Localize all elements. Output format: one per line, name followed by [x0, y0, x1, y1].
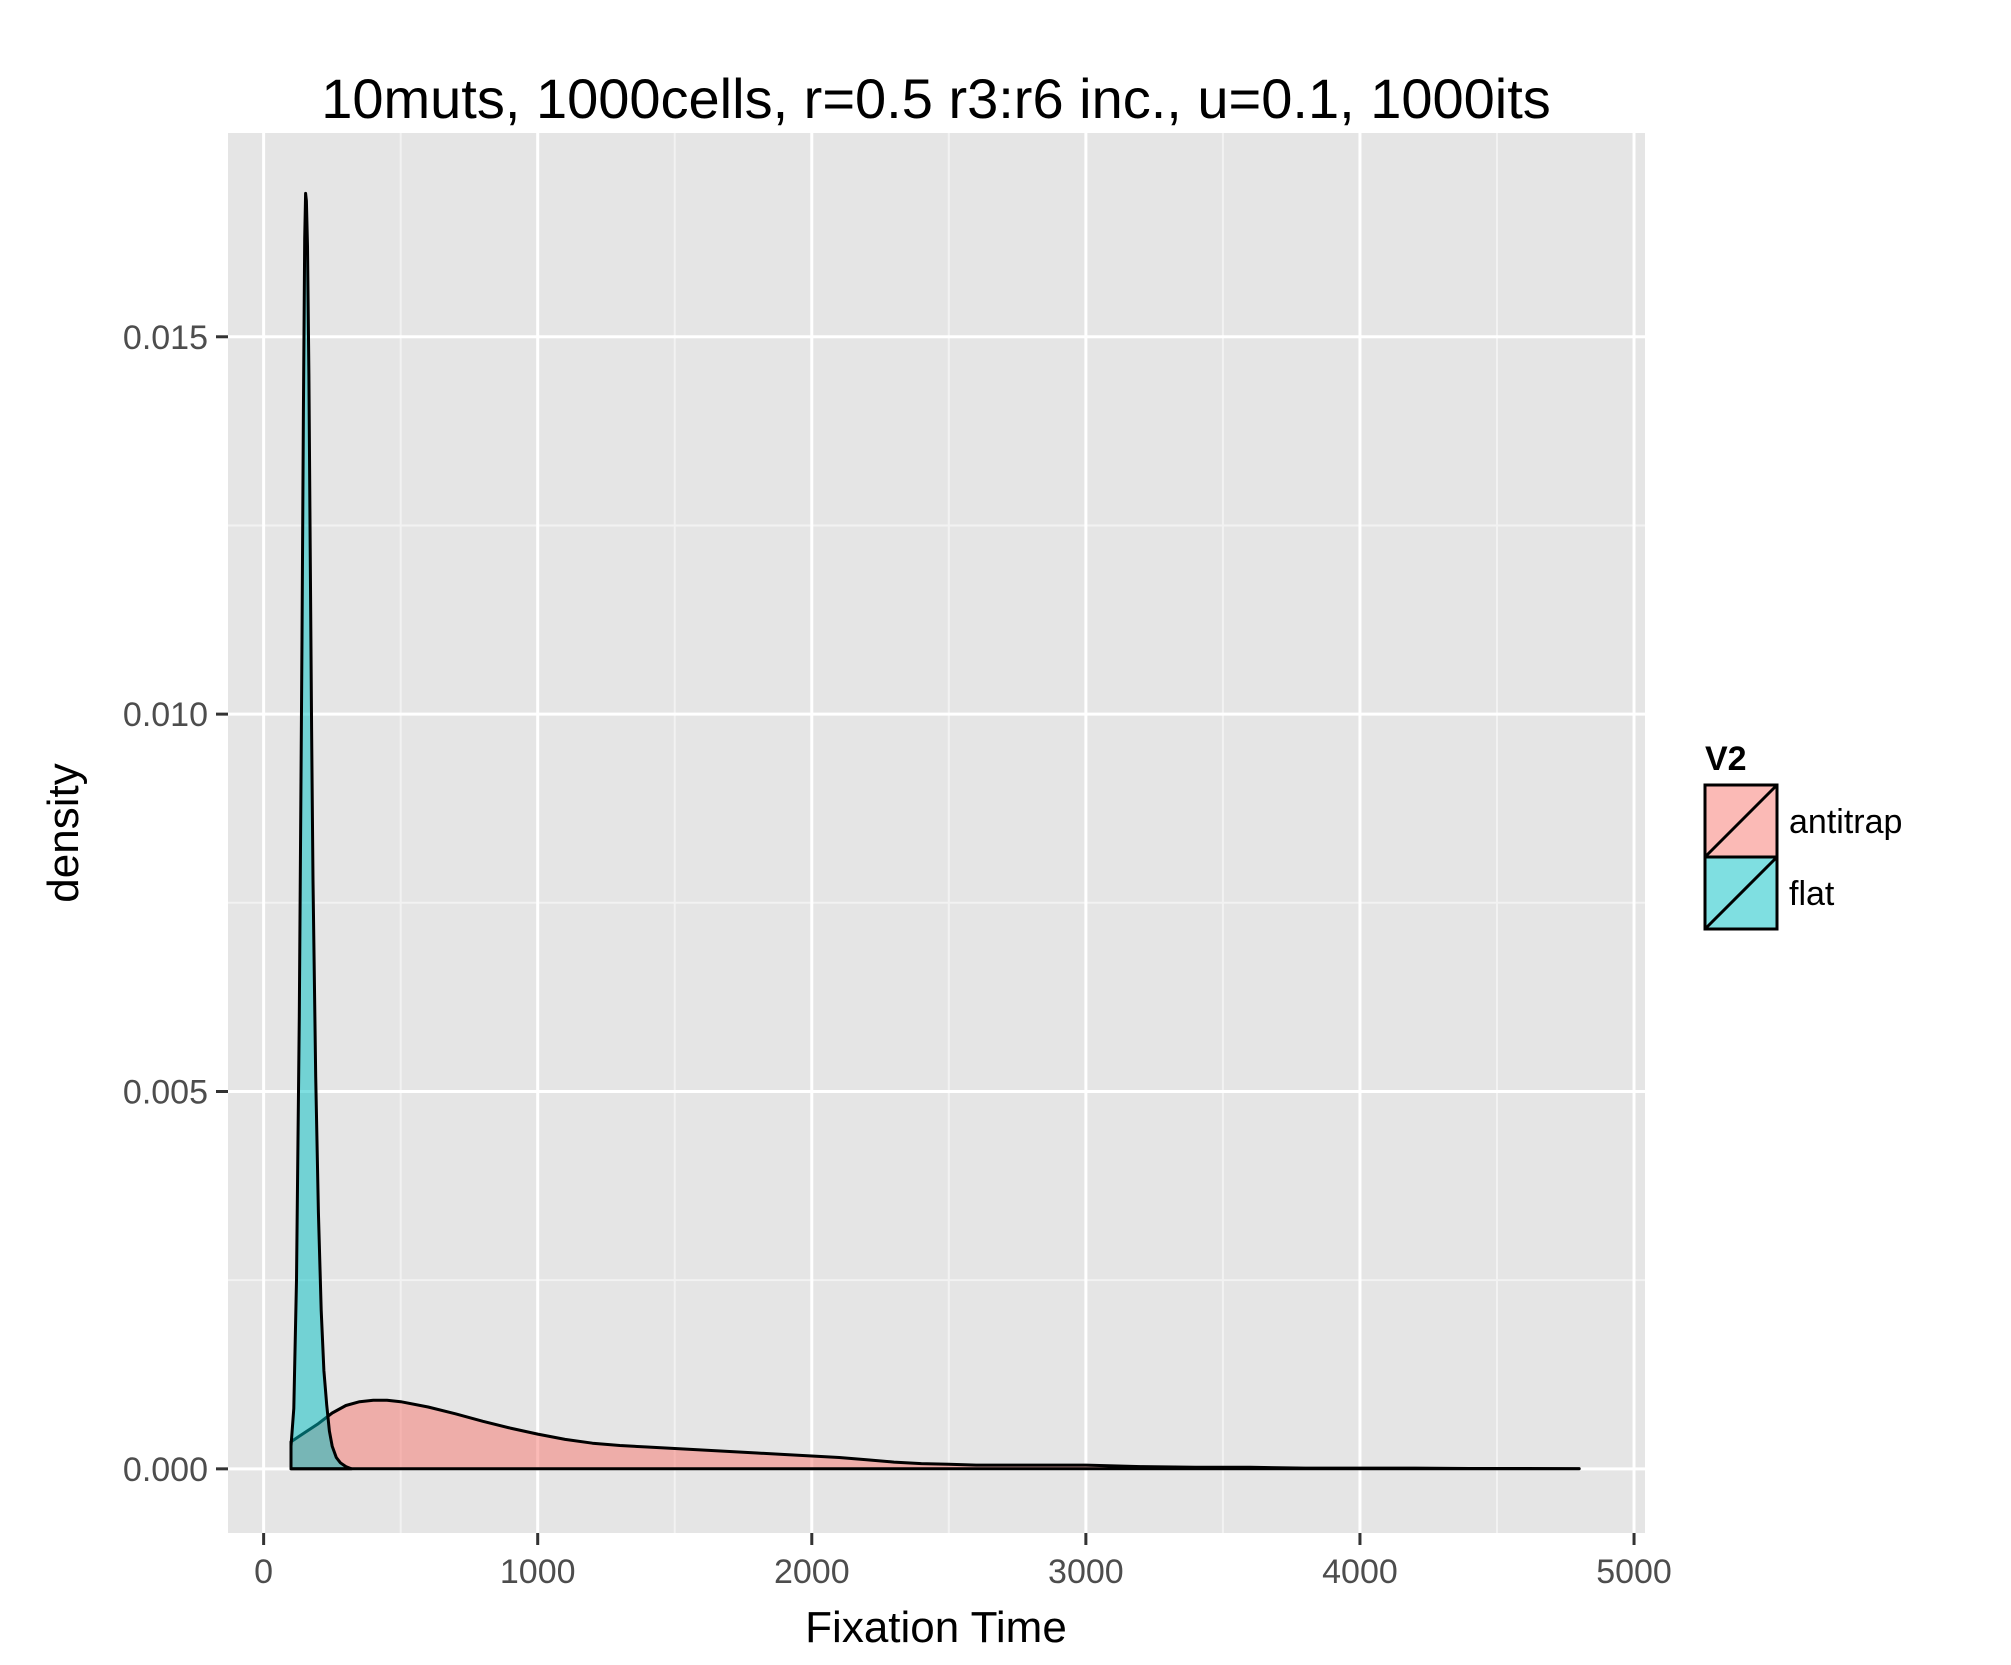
legend-key-slash [1703, 783, 1779, 859]
x-axis-ticks: 0 1000 2000 3000 4000 5000 [254, 1533, 1672, 1591]
plot-panel [228, 133, 1645, 1533]
legend-title: V2 [1705, 740, 1747, 778]
y-tick-label: 0.015 [123, 319, 208, 357]
legend-label-flat: flat [1789, 875, 1835, 913]
y-tick-label: 0.010 [123, 696, 208, 734]
legend: V2 antitrap flat [1703, 740, 1902, 931]
y-tick-label: 0.000 [123, 1451, 208, 1489]
legend-label-antitrap: antitrap [1789, 803, 1902, 841]
legend-key-slash [1703, 855, 1779, 931]
minor-gridlines [228, 133, 1645, 1533]
x-axis-title: Fixation Time [805, 1603, 1067, 1652]
x-tick-label: 2000 [774, 1553, 850, 1591]
chart-title: 10muts, 1000cells, r=0.5 r3:r6 inc., u=0… [321, 67, 1551, 130]
x-tick-label: 0 [254, 1553, 273, 1591]
legend-items: antitrap flat [1703, 783, 1902, 931]
y-tick-label: 0.005 [123, 1073, 208, 1111]
density-areas [289, 191, 1581, 1471]
x-tick-label: 5000 [1596, 1553, 1672, 1591]
y-axis-ticks: 0.000 0.005 0.010 0.015 [123, 319, 228, 1489]
density-area-flat [289, 191, 353, 1471]
density-area-antitrap [289, 1398, 1581, 1471]
major-gridlines [228, 133, 1645, 1533]
x-tick-label: 4000 [1322, 1553, 1398, 1591]
x-tick-label: 3000 [1048, 1553, 1124, 1591]
x-tick-label: 1000 [500, 1553, 576, 1591]
y-axis-title: density [39, 763, 88, 902]
